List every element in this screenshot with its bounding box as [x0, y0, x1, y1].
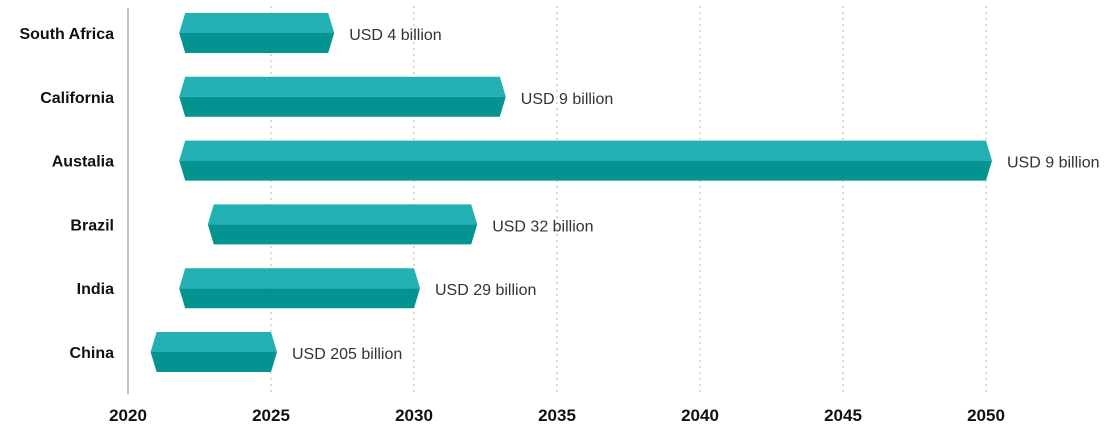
bar-bottom-3 [207, 224, 478, 245]
bar-top-5 [150, 332, 277, 352]
bar-1 [179, 76, 506, 117]
x-tick-label: 2025 [252, 406, 290, 425]
bar-top-2 [179, 140, 992, 161]
data-label: USD 9 billion [521, 91, 613, 108]
x-tick-label: 2030 [395, 406, 433, 425]
category-label: China [70, 345, 115, 362]
category-label: Brazil [70, 217, 114, 234]
bar-top-1 [179, 76, 506, 97]
x-tick-label: 2035 [538, 406, 576, 425]
data-labels: USD 4 billion USD 9 billion USD 9 billion U… [292, 27, 1099, 363]
x-tick-label: 2020 [109, 406, 147, 425]
x-tick-label: 2045 [824, 406, 862, 425]
category-label: Austalia [52, 154, 114, 171]
category-label: South Africa [19, 26, 114, 43]
grid-lines [270, 6, 987, 394]
bar-3 [207, 204, 478, 245]
category-label: India [77, 281, 114, 298]
data-label: USD 9 billion [1007, 155, 1099, 172]
bar-5 [150, 332, 277, 372]
bar-bottom-0 [179, 33, 335, 53]
bar-2 [179, 140, 992, 181]
category-labels: South Africa California Austalia Brazil Indi… [19, 26, 114, 362]
x-tick-labels: 2020 2025 2030 2035 2040 2045 2050 [109, 406, 1005, 425]
bar-bottom-2 [179, 160, 992, 181]
bar-top-3 [207, 204, 478, 225]
x-tick-label: 2050 [967, 406, 1005, 425]
bar-bottom-5 [150, 352, 277, 372]
bar-top-0 [179, 13, 335, 33]
bar-0 [179, 13, 335, 53]
bar-top-4 [179, 268, 420, 289]
category-label: California [40, 90, 114, 107]
data-label: USD 29 billion [435, 282, 536, 299]
x-tick-label: 2040 [681, 406, 719, 425]
data-label: USD 32 billion [492, 218, 593, 235]
bar-bottom-1 [179, 96, 506, 117]
bar-bottom-4 [179, 288, 420, 309]
data-label: USD 4 billion [349, 27, 441, 44]
data-label: USD 205 billion [292, 346, 402, 363]
bar-4 [179, 268, 420, 309]
bars [150, 13, 992, 372]
